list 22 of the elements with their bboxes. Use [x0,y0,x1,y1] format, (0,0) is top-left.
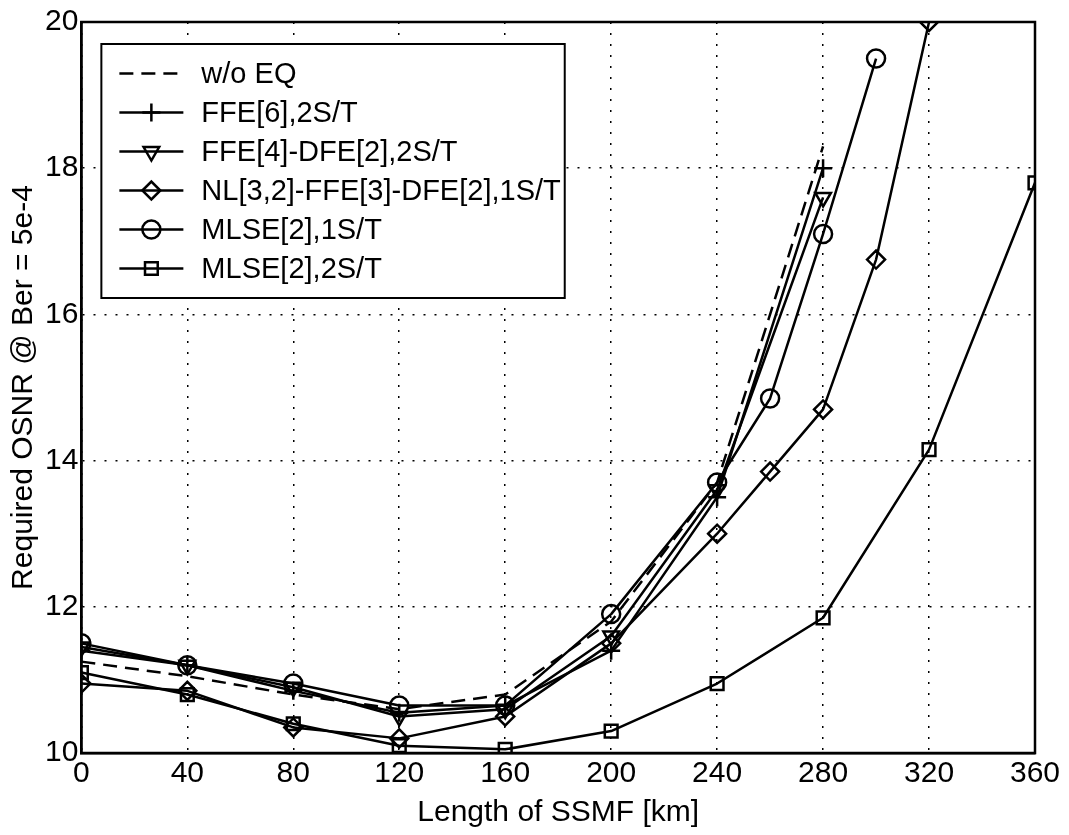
x-tick-label: 120 [374,755,425,789]
x-tick-label: 360 [1009,755,1061,789]
legend-label: NL[3,2]-FFE[3]-DFE[2],1S/T [201,173,562,206]
y-tick-label: 20 [44,3,79,37]
legend-label: MLSE[2],2S/T [201,251,383,284]
legend-label: MLSE[2],1S/T [201,212,383,245]
y-tick-label: 14 [44,441,79,475]
x-tick-label: 160 [480,755,531,789]
x-tick-label: 320 [904,755,955,789]
x-tick-label: 240 [692,755,743,789]
y-tick-label: 12 [44,588,79,622]
x-tick-label: 40 [170,755,205,789]
x-tick-label: 280 [798,755,849,789]
x-tick-label: 80 [276,755,310,789]
legend-label: FFE[4]-DFE[2],2S/T [201,134,458,167]
x-tick-label: 200 [586,755,637,789]
y-tick-label: 18 [44,149,79,183]
x-axis-title: Length of SSMF [km] [417,794,700,828]
y-tick-label: 16 [44,295,79,329]
y-axis-title: Required OSNR @ Ber = 5e-4 [5,185,39,590]
legend-label: FFE[6],2S/T [201,95,358,128]
legend-label: w/o EQ [200,56,297,89]
